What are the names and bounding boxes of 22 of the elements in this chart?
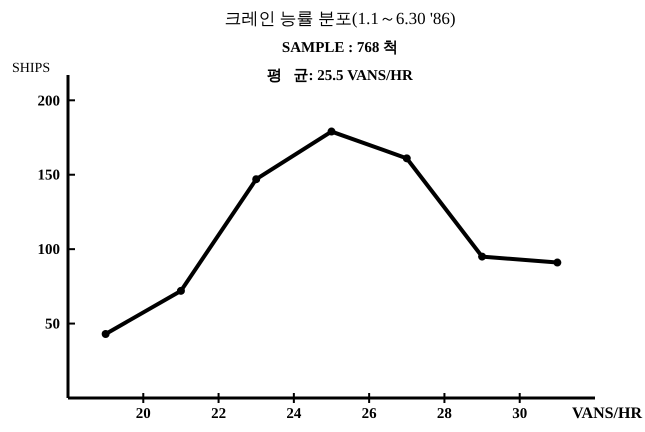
y-axis-title: SHIPS (12, 61, 50, 76)
x-tick-label: 24 (286, 406, 302, 422)
annotation: 평 균: 25.5 VANS/HR (267, 68, 413, 84)
x-axis-title: VANS/HR (572, 405, 642, 422)
point (478, 252, 486, 261)
point (402, 154, 411, 162)
chart-subtitle: SAMPLE : 768 척 (282, 40, 398, 56)
point (252, 175, 260, 184)
point (176, 286, 185, 295)
x-tick-label: 22 (211, 406, 226, 422)
point (553, 258, 562, 267)
y-tick-label: 100 (38, 242, 60, 258)
x-tick-label: 26 (362, 406, 378, 422)
y-tick-label: 150 (38, 168, 60, 184)
point (102, 330, 110, 338)
y-tick-label: 50 (45, 316, 60, 333)
x-tick-label: 28 (436, 406, 452, 422)
point (328, 128, 336, 136)
chart-title: 크레인 능률 분포(1.1～6.30 '86) (224, 9, 456, 28)
y-tick-label: 200 (38, 93, 60, 110)
x-tick-label: 30 (512, 406, 528, 422)
x-tick-label: 20 (136, 406, 151, 422)
